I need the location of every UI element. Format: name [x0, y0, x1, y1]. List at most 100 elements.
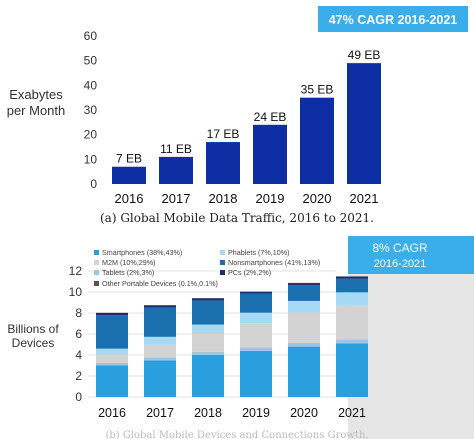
segment-m2m-2016	[96, 354, 128, 363]
x-tick-label: 2021	[338, 406, 366, 420]
figure-caption-b: (b) Global Mobile Devices and Connection…	[105, 430, 369, 439]
legend-swatch	[94, 260, 99, 265]
y-axis-label-line-1: Billions of	[7, 322, 59, 336]
segment-m2m-2021	[336, 304, 368, 340]
bar-value-label: 17 EB	[207, 127, 240, 141]
bar-2020	[300, 97, 334, 184]
legend-label: PCs (2%,2%)	[228, 268, 271, 277]
bar-value-label: 11 EB	[160, 142, 192, 156]
segment-smartphones-2020	[288, 346, 320, 397]
bar-value-label: 7 EB	[116, 152, 142, 166]
x-tick-label: 2019	[256, 191, 285, 206]
segment-nonsmartphones-2016	[96, 315, 128, 349]
segment-smartphones-2019	[240, 350, 272, 397]
mobile-data-traffic-chart: 47% CAGR 2016-2021 Exabytes per Month 0 1…	[0, 0, 474, 208]
segment-phablets-2016	[96, 348, 128, 355]
cagr-badge-line-2: 2016-2021	[374, 258, 427, 270]
segment-phablets-2017	[144, 336, 176, 345]
x-tick-label: 2016	[98, 406, 126, 420]
segment-nonsmartphones-2017	[144, 307, 176, 337]
segment-m2m-2017	[144, 344, 176, 358]
x-tick-label: 2017	[146, 406, 174, 420]
y-tick-label: 4	[75, 348, 82, 362]
segment-tablets-2019	[240, 347, 272, 351]
segment-tablets-2017	[144, 357, 176, 361]
legend: Smartphones (38%,43%) Phablets (7%,10%) M2…	[94, 248, 320, 288]
x-tick-labels: 2016 2017 2018 2019 2020 2021	[98, 406, 366, 420]
y-tick-labels: 0 10 20 30 40 50 60	[84, 29, 98, 191]
cagr-badge	[348, 236, 474, 274]
segment-nonsmartphones-2020	[288, 285, 320, 301]
legend-swatch	[220, 260, 225, 265]
x-tick-labels: 2016 2017 2018 2019 2020 2021	[115, 191, 379, 206]
cagr-badge-text: 47% CAGR 2016-2021	[329, 13, 458, 27]
bar-value-label: 24 EB	[254, 110, 287, 124]
legend-swatch	[220, 270, 225, 275]
y-axis-label-line-1: Exabytes	[9, 87, 63, 102]
legend-swatch	[220, 250, 225, 255]
y-tick-label: 20	[84, 128, 98, 142]
segment-nonsmartphones-2018	[192, 300, 224, 325]
x-tick-label: 2017	[162, 191, 191, 206]
bar-value-label: 49 EB	[348, 48, 381, 62]
y-tick-label: 40	[84, 78, 98, 92]
y-axis-label-line-2: per Month	[7, 103, 66, 118]
stacked-bars	[96, 276, 368, 397]
segment-m2m-2020	[288, 312, 320, 343]
segment-m2m-2018	[192, 334, 224, 352]
segment-smartphones-2021	[336, 343, 368, 397]
segment-phablets-2020	[288, 300, 320, 313]
legend-label: Nonsmartphones (41%,13%)	[228, 258, 320, 267]
bar-2017	[159, 156, 193, 184]
x-tick-label: 2018	[209, 191, 238, 206]
segment-pcs-2016	[96, 313, 128, 316]
segment-pcs-2018	[192, 298, 224, 301]
segment-nonsmartphones-2021	[336, 278, 368, 293]
legend-label: Phablets (7%,10%)	[228, 248, 290, 257]
legend-swatch	[94, 250, 99, 255]
mobile-devices-chart: 8% CAGR 2016-2021 Billions of Devices 0 2…	[0, 236, 474, 439]
y-tick-label: 10	[84, 152, 98, 166]
x-tick-label: 2020	[303, 191, 332, 206]
cagr-badge-line-1: 8% CAGR	[372, 241, 428, 255]
segment-tablets-2018	[192, 351, 224, 355]
y-tick-label: 30	[84, 103, 98, 117]
x-tick-label: 2018	[194, 406, 222, 420]
legend-swatch	[94, 270, 99, 275]
segment-phablets-2018	[192, 324, 224, 334]
segment-pcs-2019	[240, 291, 272, 294]
bar-2019	[253, 124, 287, 184]
segment-pcs-2020	[288, 283, 320, 286]
segment-smartphones-2017	[144, 360, 176, 397]
y-axis-label-line-2: Devices	[12, 336, 55, 350]
bar-2016	[112, 166, 146, 184]
segment-smartphones-2016	[96, 365, 128, 397]
y-tick-label: 10	[69, 285, 83, 299]
figure-caption-a: (a) Global Mobile Data Traffic, 2016 to …	[100, 211, 374, 225]
legend-label: Smartphones (38%,43%)	[102, 248, 182, 257]
legend-label: Other Portable Devices (0.1%,0.1%)	[102, 279, 218, 288]
x-tick-label: 2016	[115, 191, 144, 206]
y-tick-label: 60	[84, 29, 98, 43]
y-tick-label: 0	[75, 390, 82, 404]
bars	[112, 63, 381, 185]
y-tick-label: 50	[84, 54, 98, 68]
bar-2018	[206, 142, 240, 184]
x-tick-label: 2020	[290, 406, 318, 420]
segment-pcs-2017	[144, 305, 176, 308]
y-tick-labels: 0 2 4 6 8 10 12	[69, 264, 83, 404]
legend-label: M2M (10%,29%)	[102, 258, 156, 267]
y-tick-label: 12	[69, 264, 83, 278]
segment-tablets-2021	[336, 339, 368, 344]
bar-data-labels: 7 EB 11 EB 17 EB 24 EB 35 EB 49 EB	[116, 48, 380, 166]
legend-swatch	[94, 281, 99, 286]
legend-label: Tablets (2%,3%)	[102, 268, 154, 277]
bar-2021	[347, 63, 381, 185]
segment-phablets-2021	[336, 292, 368, 305]
segment-m2m-2019	[240, 323, 272, 348]
bar-value-label: 35 EB	[301, 83, 334, 97]
segment-smartphones-2018	[192, 355, 224, 397]
x-tick-label: 2021	[350, 191, 379, 206]
segment-pcs-2021	[336, 276, 368, 279]
x-tick-label: 2019	[242, 406, 270, 420]
